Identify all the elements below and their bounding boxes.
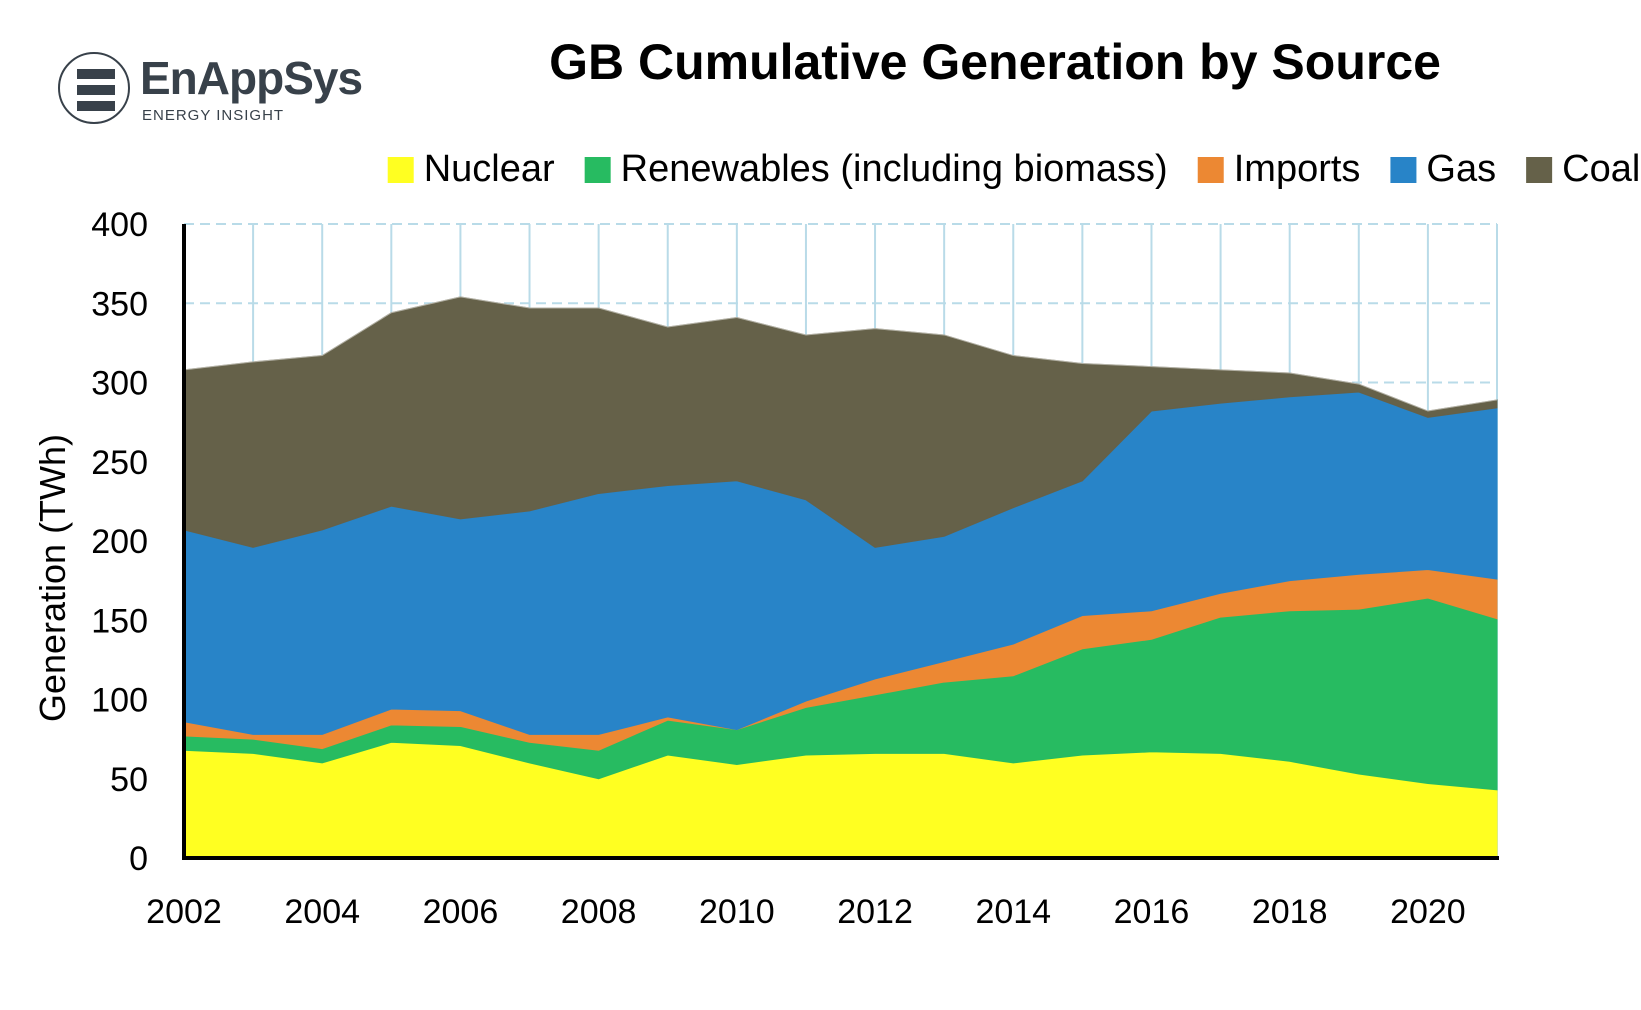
chart-areas xyxy=(183,296,1498,859)
chart-axes xyxy=(182,224,1499,860)
legend-swatch xyxy=(1197,157,1224,183)
x-tick-label: 2018 xyxy=(1252,893,1328,931)
legend-item: Renewables (including biomass) xyxy=(584,148,1168,190)
legend-swatch xyxy=(584,157,611,183)
enappsys-logo-icon xyxy=(58,52,130,124)
brand-name: EnAppSys xyxy=(140,52,363,104)
x-axis-ticks: 2002 2004 2006 2008 2010 2012 2014 2016 2018 2020 xyxy=(146,893,1466,931)
legend-label: Gas xyxy=(1426,148,1496,190)
chart-title: GB Cumulative Generation by Source xyxy=(549,34,1441,90)
legend-label: Imports xyxy=(1234,148,1361,190)
y-axis-label: Generation (TWh) xyxy=(32,434,73,722)
legend-label: Coal xyxy=(1562,148,1640,190)
y-tick-label: 50 xyxy=(110,761,148,799)
y-tick-label: 150 xyxy=(91,602,148,640)
y-tick-label: 200 xyxy=(91,523,148,561)
y-tick-label: 250 xyxy=(91,444,148,482)
x-tick-label: 2016 xyxy=(1114,893,1190,931)
legend-item: Gas xyxy=(1390,148,1496,190)
chart-legend: Nuclear Renewables (including biomass) Imp… xyxy=(387,148,1640,190)
legend-item: Nuclear xyxy=(387,148,555,190)
x-tick-label: 2008 xyxy=(561,893,637,931)
legend-swatch xyxy=(1390,157,1417,183)
enappsys-logo: EnAppSys ENERGY INSIGHT xyxy=(58,52,398,132)
legend-item: Coal xyxy=(1526,148,1640,190)
y-tick-label: 400 xyxy=(91,206,148,244)
x-tick-label: 2006 xyxy=(423,893,499,931)
y-tick-label: 0 xyxy=(129,840,148,878)
x-tick-label: 2014 xyxy=(975,893,1051,931)
x-tick-label: 2020 xyxy=(1390,893,1466,931)
y-tick-label: 100 xyxy=(91,682,148,720)
x-tick-label: 2010 xyxy=(699,893,775,931)
legend-label: Nuclear xyxy=(424,148,555,190)
stack-top-edge xyxy=(183,296,1498,412)
legend-swatch xyxy=(1526,157,1553,183)
x-tick-label: 2002 xyxy=(146,893,222,931)
y-tick-label: 350 xyxy=(91,285,148,323)
y-axis-ticks: 0 50 100 150 200 250 300 350 400 xyxy=(91,206,148,878)
x-tick-label: 2004 xyxy=(284,893,360,931)
legend-item: Imports xyxy=(1197,148,1361,190)
y-tick-label: 300 xyxy=(91,365,148,403)
brand-tagline: ENERGY INSIGHT xyxy=(142,107,285,124)
legend-label: Renewables (including biomass) xyxy=(621,148,1168,190)
x-tick-label: 2012 xyxy=(837,893,913,931)
legend-swatch xyxy=(387,157,414,183)
